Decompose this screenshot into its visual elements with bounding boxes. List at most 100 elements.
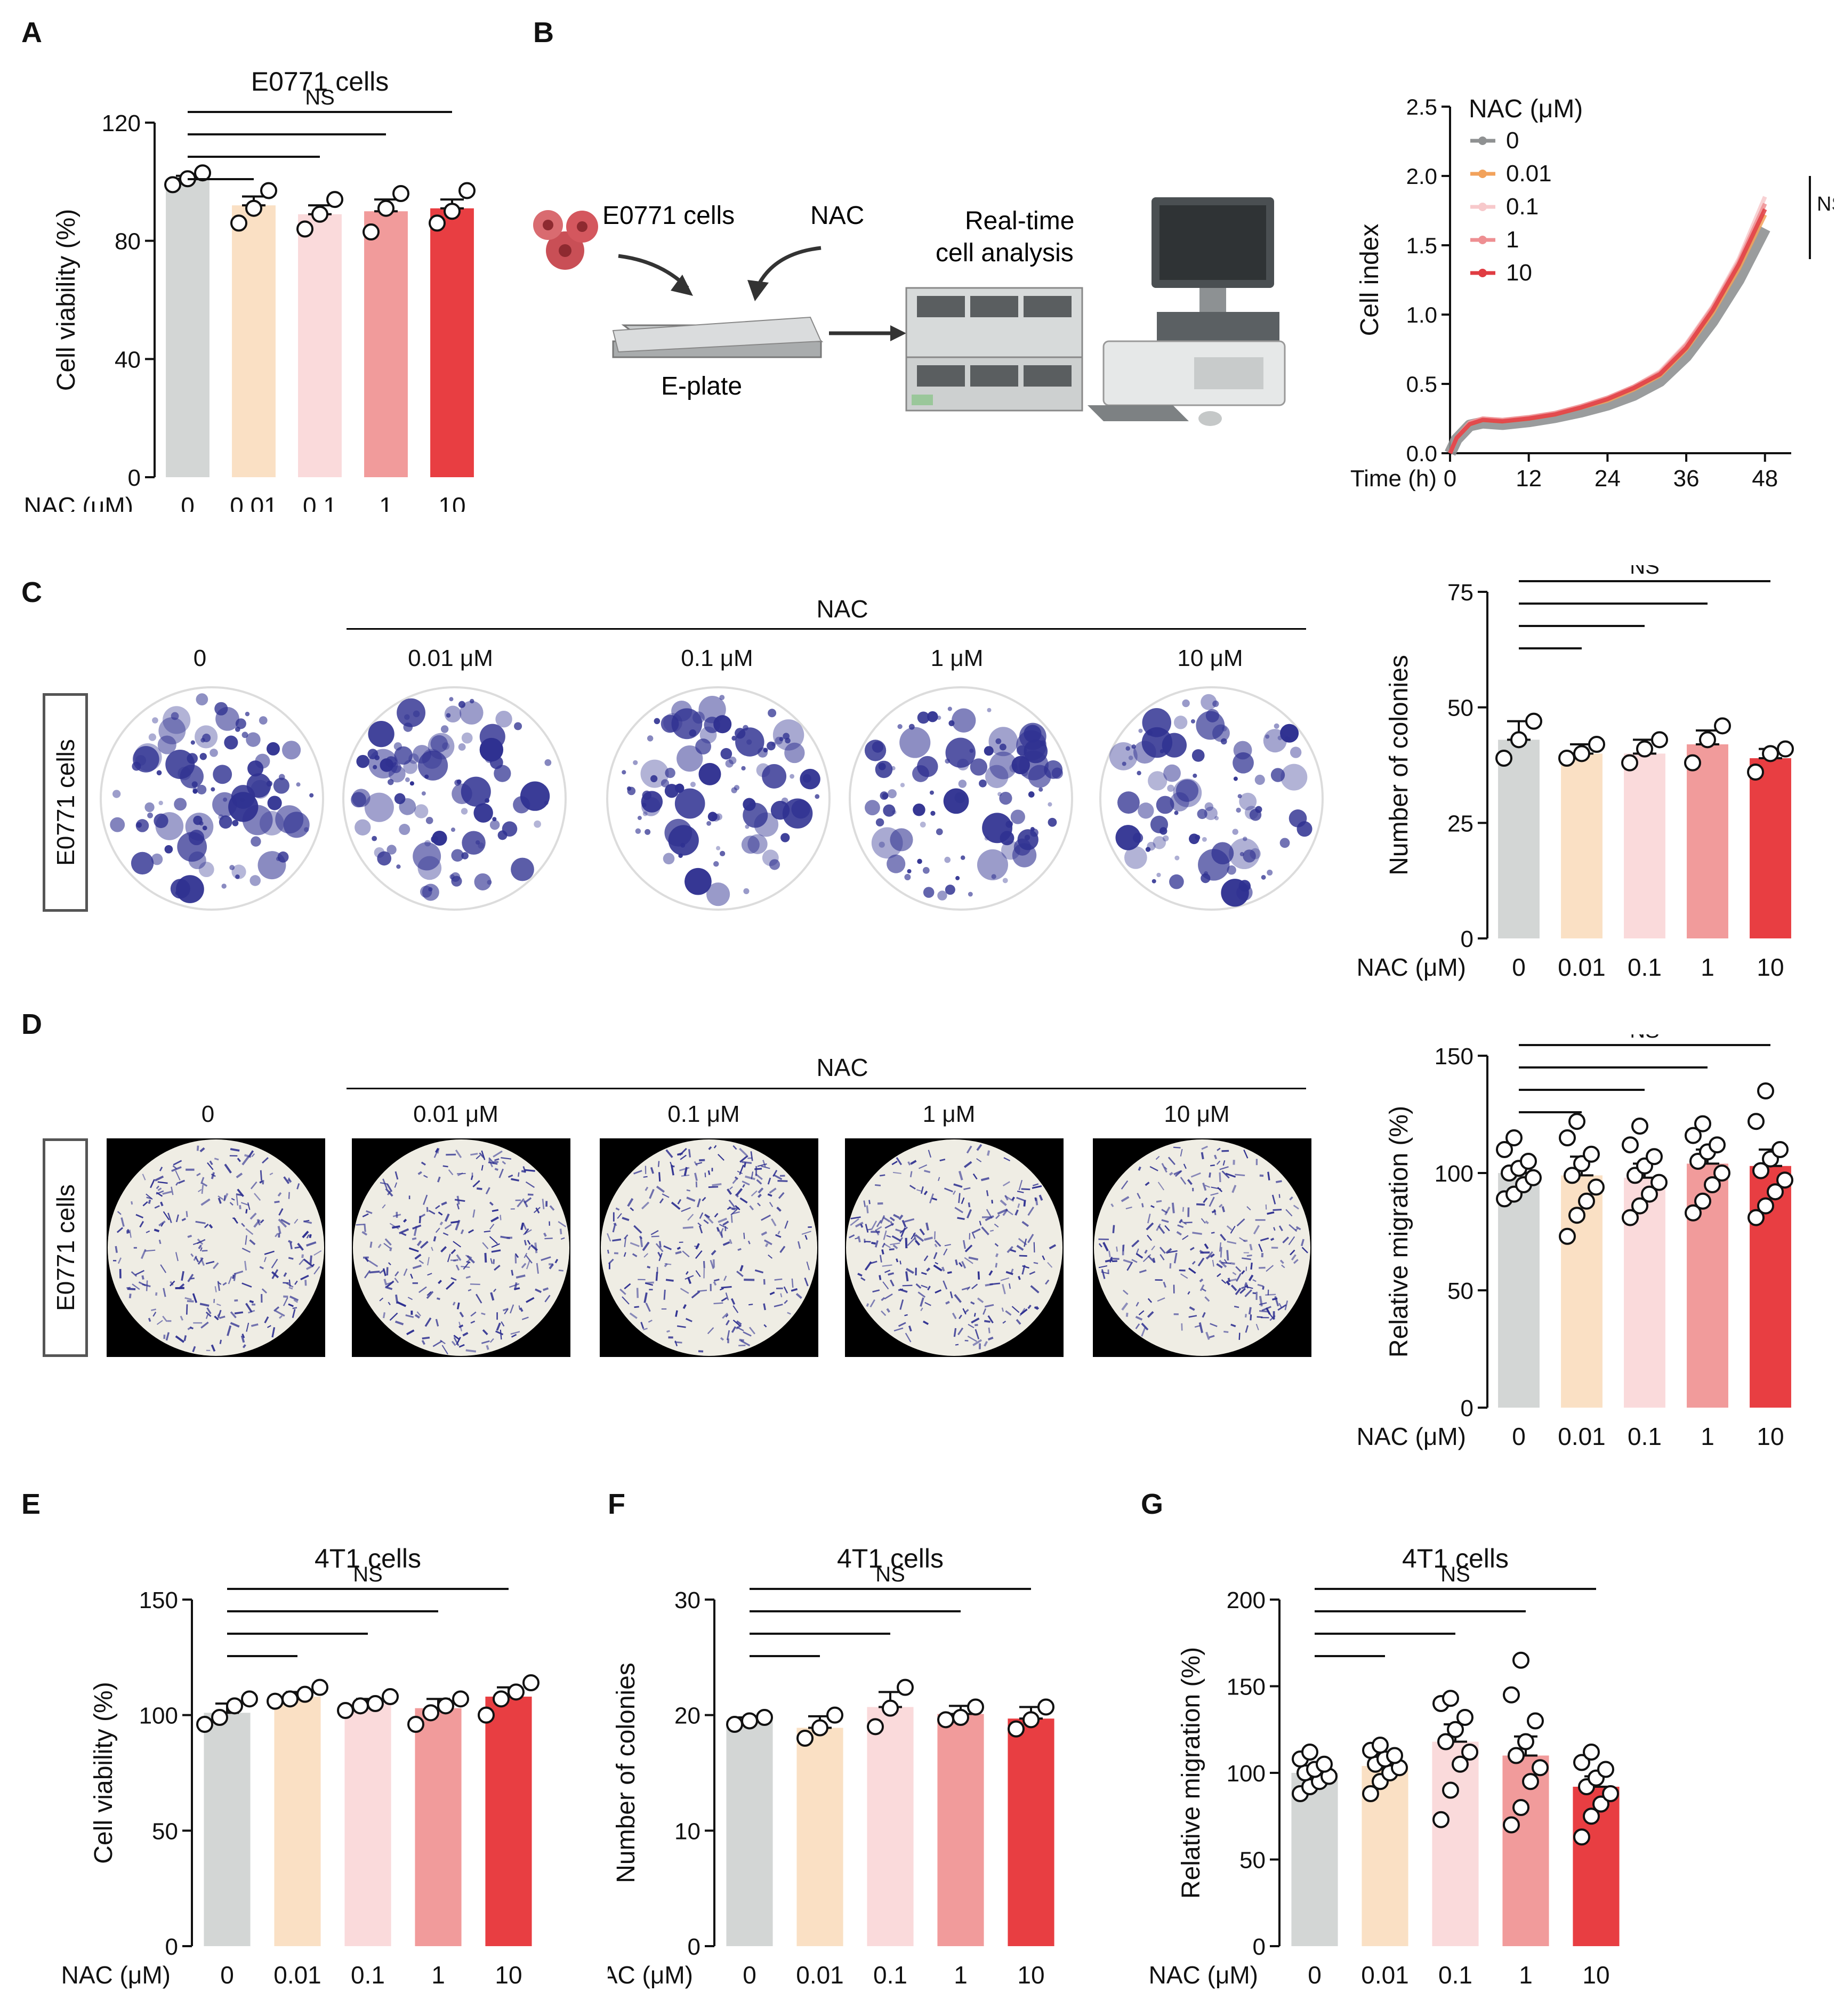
migrated-cell [543,1287,549,1291]
sig-label-g: NS [1440,1563,1470,1586]
migrated-cell [975,1329,980,1339]
migrated-cell [698,1225,703,1234]
colony [245,711,250,717]
colony [642,790,651,800]
migrated-cell [437,1148,440,1154]
migrated-cell [213,1262,219,1270]
migrated-cell [640,1322,645,1329]
colony [450,827,456,832]
migrated-cell [518,1305,521,1310]
migrated-cell [905,1238,908,1249]
data-point-d-2-0 [1622,1209,1639,1226]
bar-f-4 [1008,1718,1054,1946]
migrated-cell [379,1297,384,1302]
migrated-cell [1213,1209,1217,1216]
bar-g-2 [1432,1741,1479,1946]
migrated-cell [645,1282,654,1286]
migrated-cell [279,1315,283,1319]
colony [690,782,696,788]
data-point-e-3-3 [452,1690,469,1708]
colony [1174,810,1179,815]
colony [1201,694,1217,710]
migrated-cell [994,1243,999,1247]
migrated-cell [900,1227,906,1238]
migrated-cell [524,1252,528,1258]
migrated-cell [658,1241,662,1248]
colony [178,767,191,781]
colony [1279,838,1290,848]
colony [1109,742,1138,770]
migrated-cell [629,1312,638,1319]
colony-plate-c-0 [99,685,325,912]
migrated-cell [624,1238,626,1247]
dose-label-c-4: 10 μM [1177,645,1243,671]
migrated-cell [1220,1233,1227,1241]
data-point-a-0-0 [164,176,181,194]
dose-label-d-4: 10 μM [1164,1101,1230,1127]
x-tick-label-e-2: 0.1 [351,1961,385,1989]
migrated-cell [178,1179,186,1184]
migrated-cell [1002,1320,1006,1324]
migrated-cell [1279,1259,1284,1264]
colony [890,828,913,852]
colony [1125,746,1130,751]
legend-marker-b-1 [1478,170,1487,178]
migrated-cell [472,1180,480,1187]
migrated-cell [406,1329,415,1336]
migrated-cell [963,1240,966,1249]
colony [479,737,504,762]
migrated-cell [707,1327,714,1335]
migrated-cell [767,1177,771,1185]
colony [444,705,462,723]
colony [461,776,491,807]
data-point-d-4-1 [1757,1197,1774,1215]
migrated-cell [508,1174,513,1178]
migrated-cell [1137,1193,1141,1199]
migrated-cell [866,1303,869,1307]
y-tick-label-f-0: 0 [688,1934,700,1960]
migrated-cell [432,1340,443,1347]
migrated-cell [901,1219,907,1227]
migrated-cell [525,1255,533,1264]
migrated-cell [245,1228,254,1235]
colony [952,708,976,733]
migrated-cell [494,1168,498,1171]
cells-label: E0771 cells [602,202,735,230]
colony [661,714,679,733]
colony [212,792,237,817]
migrated-cell [784,1299,788,1304]
migrated-cell [891,1235,901,1242]
migrated-cell [481,1150,486,1160]
migrated-cell [1293,1259,1299,1264]
colony [449,874,455,880]
migrated-cell [630,1242,640,1247]
colony [1156,796,1174,814]
colony [246,732,261,747]
colony [1243,837,1247,841]
data-point-g-2-8 [1442,1690,1459,1707]
migrated-cell [784,1220,788,1229]
migrated-cell [964,1244,973,1252]
migrated-cell [420,1241,429,1249]
migrated-cell [633,1225,642,1234]
migrated-cell [227,1325,232,1336]
migrated-cell [1210,1192,1219,1196]
migrated-cell [981,1226,989,1235]
migrated-cell [641,1201,649,1210]
migrated-cell [804,1234,808,1240]
migrated-cell [511,1270,514,1276]
migrated-cell [699,1212,704,1219]
series-line-b-4 [1448,208,1767,454]
migrated-cell [945,1300,950,1305]
migrated-cell [748,1304,753,1306]
migrated-cell [966,1145,972,1154]
migrated-cell [1163,1281,1166,1288]
colony [229,865,235,870]
migrated-cell [662,1193,670,1198]
y-tick-label-e-2: 100 [139,1703,178,1729]
migrated-cell [382,1204,386,1209]
migrated-cell [986,1190,989,1196]
x-tick-label-g-1: 0.01 [1361,1961,1409,1989]
colony [513,796,530,814]
bar-a-1 [232,205,276,477]
